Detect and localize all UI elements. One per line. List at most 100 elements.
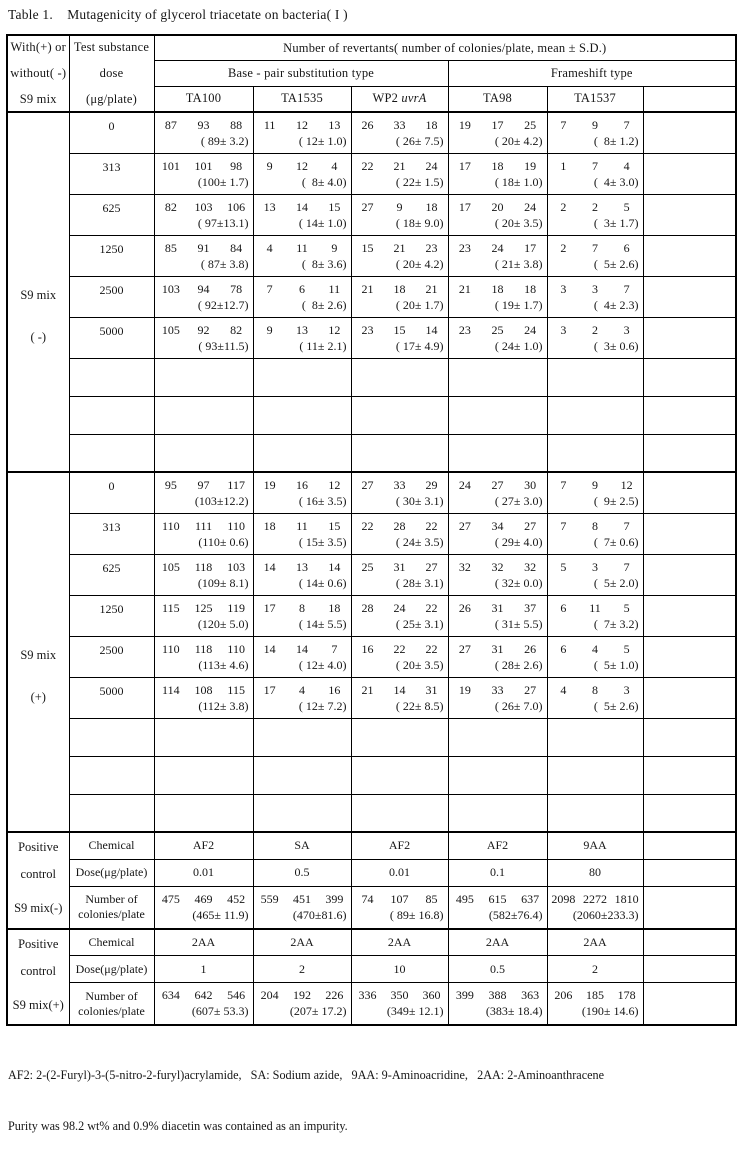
s9-mix-label: S9 mix	[20, 648, 57, 662]
revertant-cell-ta98: 21 18 18( 19± 1.7)	[447, 275, 548, 318]
mean-sd: ( 28± 3.1)	[395, 575, 444, 590]
replicate-count: 33	[491, 682, 504, 697]
chemical-label: Chemical	[68, 927, 155, 956]
dose-value: 0.5	[447, 955, 548, 983]
replicate-count: 4	[623, 158, 630, 173]
revertant-cell-wp2-uvra: 21 14 31( 22± 8.5)	[350, 676, 449, 719]
mean-sd: (103±12.2)	[194, 494, 249, 508]
number-of-colonies-label: Number of colonies/plate	[68, 982, 155, 1026]
replicate-count: 27	[458, 518, 471, 533]
dose-row: 1250 85 91 84( 87± 3.8) 4 11 9( 8± 3.6) 15 21 23(…	[7, 234, 737, 277]
dose-value: 313	[68, 152, 155, 195]
replicate-count: 4	[266, 240, 273, 255]
replicate-count: 7	[560, 518, 567, 533]
replicate-count: 6	[560, 641, 567, 656]
replicate-count: 27	[458, 641, 471, 656]
revertant-cell-ta1535: 14 14 7( 12± 4.0)	[252, 635, 352, 678]
replicate-counts: 9 13 12	[254, 318, 350, 338]
replicate-count: 33	[393, 118, 406, 132]
positive-control-label-line: control	[20, 963, 56, 978]
replicate-count: 7	[560, 118, 567, 132]
dose-row: 625 82 103 106( 97±13.1) 13 14 15( 14± 1.0) 27 9…	[7, 193, 737, 236]
dose-row: 2500 103 94 78( 92±12.7) 7 6 11( 8± 2.6) 21 18 21…	[7, 275, 737, 318]
replicate-count: 637	[521, 891, 540, 906]
header-row-2: Base - pair substitution type Frameshift…	[7, 60, 737, 87]
blank-cell	[447, 717, 548, 757]
mean-sd: ( 22± 1.5)	[395, 174, 444, 189]
replicate-count: 31	[491, 641, 504, 656]
replicate-count: 19	[458, 682, 471, 697]
revertant-cell-ta1537: 6 11 5( 7± 3.2)	[546, 594, 644, 637]
mean-sd: ( 89± 16.8)	[389, 907, 444, 922]
blank-cell	[642, 433, 737, 473]
replicate-counts: 634 642 546	[155, 983, 252, 1003]
positive-control-label-line: S9 mix(-)	[14, 901, 63, 915]
replicate-counts: 103 94 78	[155, 277, 252, 297]
replicate-count: 12	[620, 478, 633, 492]
replicate-count: 74	[361, 891, 374, 906]
positive-control-label: Positive control S9 mix(-)	[6, 831, 70, 929]
replicate-count: 2098	[551, 891, 576, 906]
blank-cell	[68, 357, 155, 397]
replicate-count: 6	[298, 281, 305, 296]
chemical-value: 9AA	[546, 831, 644, 860]
replicate-counts: 4 8 3	[548, 678, 642, 698]
positive-control-label-line: control	[20, 867, 56, 881]
replicate-count: 93	[197, 118, 210, 132]
revertant-cell-ta1537: 2 2 5( 3± 1.7)	[546, 193, 644, 236]
header-test-substance-line: (μg/plate)	[85, 92, 138, 106]
colonies-cell-ta1535: 559 451 399 (470±81.6)	[252, 885, 352, 929]
replicate-count: 7	[266, 281, 273, 296]
dose-value: 625	[68, 553, 155, 596]
revertant-cell-ta100: 103 94 78( 92±12.7)	[153, 275, 254, 318]
replicate-count: 24	[524, 199, 537, 214]
blank-cell	[642, 755, 737, 795]
colonies-cell-wp2-uvra: 74 107 85( 89± 16.8)	[350, 885, 449, 929]
replicate-count: 103	[161, 281, 180, 296]
replicate-count: 17	[458, 199, 471, 214]
colonies-cell-ta1535: 204 192 226 (207± 17.2)	[252, 982, 352, 1026]
replicate-counts: 25 31 27	[352, 555, 447, 575]
replicate-count: 111	[194, 518, 213, 533]
replicate-counts: 4 11 9	[254, 236, 350, 256]
replicate-count: 23	[458, 240, 471, 255]
empty-row	[7, 357, 737, 397]
replicate-count: 25	[491, 322, 504, 337]
replicate-counts: 6 11 5	[548, 596, 642, 616]
dose-row: S9 mix (+) 0 95 97 117 (103±12.2) 19 16 12( 16± 3…	[6, 471, 737, 833]
replicate-count: 7	[592, 240, 598, 255]
replicate-count: 11	[589, 600, 601, 615]
mean-sd: ( 89± 3.2)	[200, 134, 249, 148]
replicate-counts: 26 31 37	[449, 596, 546, 616]
replicate-count: 9	[331, 240, 338, 255]
mean-sd: (607± 53.3)	[191, 1004, 249, 1018]
mean-sd: ( 20± 3.5)	[494, 215, 543, 230]
blank-cell	[153, 755, 254, 795]
replicate-count: 17	[491, 118, 504, 132]
mean-sd: (190± 14.6)	[581, 1004, 639, 1018]
revertant-cell-ta98: 32 32 32( 32± 0.0)	[447, 553, 548, 596]
revertant-cell-ta1535: 13 14 15( 14± 1.0)	[252, 193, 352, 236]
revertant-cell-ta1535: 19 16 12 ( 16± 3.5)	[252, 471, 352, 514]
header-s9-mix-line: With(+) or	[10, 40, 66, 54]
replicate-count: 110	[227, 641, 245, 656]
replicate-count: 98	[230, 158, 243, 173]
replicate-count: 17	[524, 240, 537, 255]
mean-sd: ( 20± 1.7)	[395, 297, 444, 312]
dose-label: Dose(μg/plate)	[68, 955, 155, 983]
mean-sd: ( 4± 3.0)	[593, 174, 639, 189]
replicate-count: 3	[560, 322, 567, 337]
positive-control-number-row: Number of colonies/plate 475 469 452 (465± 11…	[7, 885, 737, 929]
replicate-count: 14	[295, 199, 308, 214]
chemical-value: AF2	[153, 831, 254, 860]
replicate-count: 495	[455, 891, 474, 906]
replicate-count: 469	[194, 891, 213, 906]
replicate-count: 14	[263, 641, 276, 656]
dose-row: 5000 114 108 115 (112± 3.8) 17 4 16( 12± 7.2) 21…	[7, 676, 737, 719]
empty-row	[7, 793, 737, 833]
replicate-count: 7	[623, 281, 630, 296]
dose-value: 0.1	[447, 858, 548, 887]
blank-cell	[642, 471, 737, 514]
footnote-abbreviations: AF2: 2-(2-Furyl)-3-(5-nitro-2-furyl)acry…	[8, 1068, 605, 1082]
replicate-count: 27	[491, 478, 504, 492]
